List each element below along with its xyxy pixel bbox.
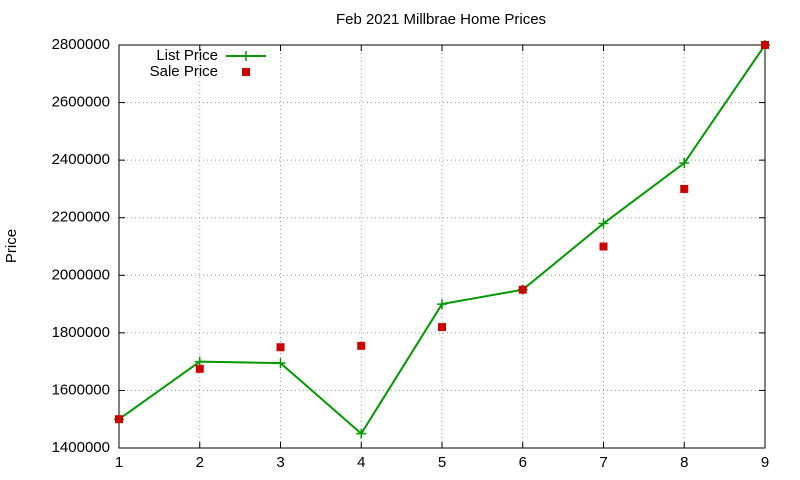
point <box>357 341 366 350</box>
line <box>118 44 766 436</box>
point <box>438 323 446 332</box>
point <box>195 364 204 373</box>
x-tick-label: 3 <box>276 454 284 471</box>
x-tick-label: 5 <box>438 454 446 471</box>
x-tick-label: 9 <box>761 454 769 471</box>
x-tick-label: 2 <box>196 454 204 471</box>
legend-label: Sale Price <box>150 63 218 80</box>
point <box>679 158 690 169</box>
x-tick-label: 1 <box>115 454 123 471</box>
x-tick-label: 6 <box>519 454 527 471</box>
x-tick-label: 7 <box>599 454 607 471</box>
legend-label: List Price <box>156 47 218 64</box>
chart-title: Feb 2021 Millbrae Home Prices <box>336 11 546 28</box>
point <box>680 184 689 193</box>
point <box>761 41 769 49</box>
y-tick-label: 2800000 <box>52 36 110 53</box>
plot-border <box>118 44 766 449</box>
y-tick-label: 2600000 <box>52 94 110 111</box>
x-tick-label: 8 <box>680 454 688 471</box>
legend-marker <box>241 51 251 61</box>
y-axis-label: Price <box>3 229 20 263</box>
point <box>115 415 123 424</box>
point <box>518 285 527 294</box>
point <box>437 299 447 310</box>
point <box>275 358 286 369</box>
y-tick-label: 2400000 <box>52 151 110 168</box>
legend-marker <box>242 68 250 76</box>
y-tick-label: 2000000 <box>52 266 110 283</box>
y-tick-label: 1400000 <box>52 439 110 456</box>
x-tick-label: 4 <box>357 454 365 471</box>
y-tick-label: 2200000 <box>52 209 110 226</box>
point <box>598 218 609 229</box>
point <box>276 343 285 352</box>
y-tick-label: 1600000 <box>52 381 110 398</box>
y-tick-label: 1800000 <box>52 324 110 341</box>
point <box>599 242 608 251</box>
point <box>356 428 367 439</box>
